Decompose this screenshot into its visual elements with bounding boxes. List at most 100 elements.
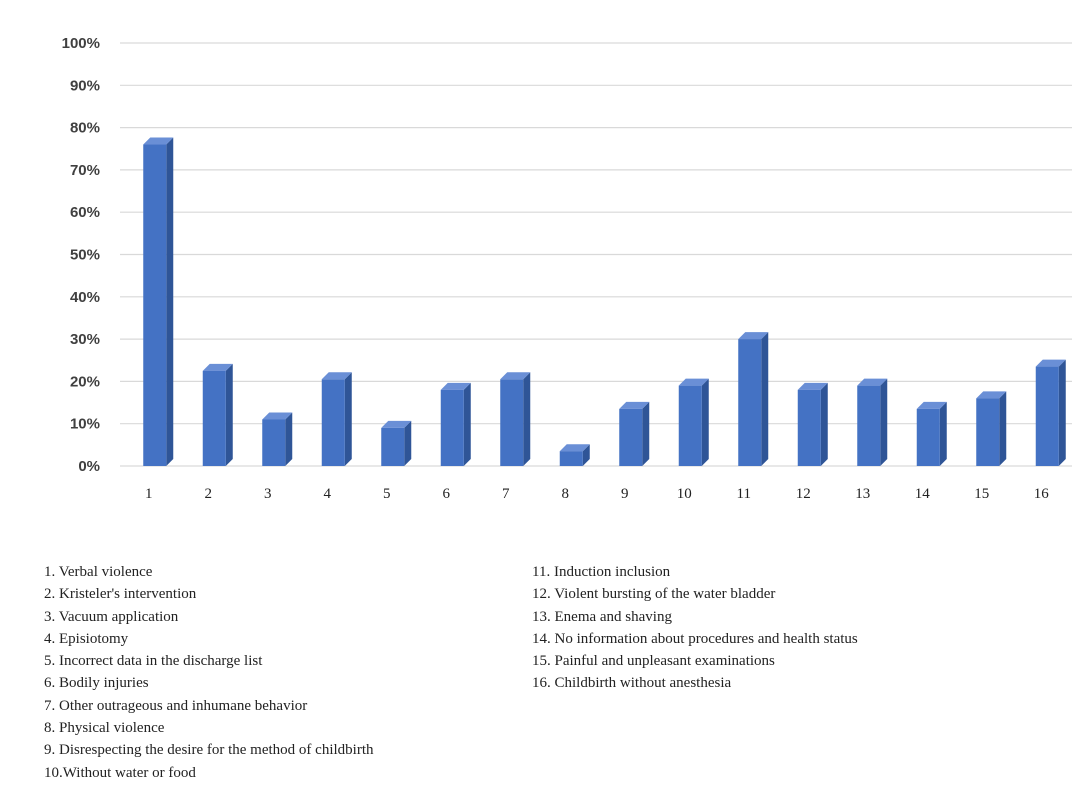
bar-top: [916, 401, 947, 409]
bar-top: [797, 382, 828, 390]
x-tick-label: 13: [855, 486, 870, 502]
bar-top: [381, 420, 412, 428]
bar-front: [559, 451, 583, 466]
y-tick-label: 40%: [70, 289, 100, 306]
bar-side: [404, 420, 412, 466]
x-axis-ticks: 1 2 3 4 5 6 7 8 9 10 11 12 13 14 15 16: [145, 486, 1049, 502]
bar-top: [1035, 359, 1066, 367]
bar-side: [225, 363, 233, 466]
legend-item: 1. Verbal violence: [44, 564, 153, 580]
bar-side: [820, 382, 828, 466]
bar-front: [738, 339, 762, 466]
bar-side: [1058, 359, 1066, 466]
legend-item: 7. Other outrageous and inhumane behavio…: [44, 697, 308, 714]
bar-top: [559, 444, 590, 452]
bar: [797, 382, 828, 466]
bar-front: [143, 144, 167, 466]
bar-top: [857, 378, 888, 386]
legend-item: 15. Painful and unpleasant examinations: [532, 653, 775, 670]
y-tick-label: 20%: [70, 373, 100, 390]
y-tick-label: 60%: [70, 204, 100, 221]
bar-top: [678, 378, 709, 386]
bar-side: [582, 444, 590, 466]
bar-front: [440, 389, 464, 466]
y-tick-label: 0%: [78, 458, 100, 475]
bars: [143, 137, 1066, 466]
bar-side: [761, 332, 769, 466]
bar-front: [1035, 366, 1059, 466]
x-tick-label: 15: [974, 486, 989, 502]
legend-item: 2. Kristeler's intervention: [44, 586, 197, 603]
bar-side: [344, 372, 352, 466]
bar-front: [619, 408, 643, 466]
bar: [202, 363, 233, 466]
x-tick-label: 1: [145, 486, 153, 502]
bar-top: [738, 332, 769, 340]
y-tick-label: 70%: [70, 162, 100, 179]
bar-top: [440, 382, 471, 390]
bar-front: [500, 379, 524, 466]
legend-item: 3. Vacuum application: [44, 608, 179, 625]
bar-side: [166, 137, 174, 466]
bar-front: [262, 419, 286, 466]
bar-front: [381, 427, 405, 466]
bar: [440, 382, 471, 466]
x-tick-label: 6: [443, 486, 451, 502]
bar-top: [321, 372, 352, 380]
y-tick-label: 90%: [70, 77, 100, 94]
x-tick-label: 9: [621, 486, 629, 502]
bar: [857, 378, 888, 466]
bar-front: [976, 398, 1000, 466]
bar-front: [678, 385, 702, 466]
x-tick-label: 12: [796, 486, 811, 502]
bar: [619, 401, 650, 466]
x-tick-label: 3: [264, 486, 272, 502]
bar-front: [321, 379, 345, 466]
bar: [143, 137, 174, 466]
bar-front: [797, 389, 821, 466]
bar: [916, 401, 947, 466]
x-tick-label: 4: [324, 486, 332, 502]
legend-item: 14. No information about procedures and …: [532, 630, 858, 647]
bar-top: [202, 363, 233, 371]
bar-front: [202, 370, 226, 466]
bar-side: [939, 401, 947, 466]
bar: [678, 378, 709, 466]
bar-side: [701, 378, 709, 466]
bar: [976, 391, 1007, 466]
bar: [262, 412, 293, 466]
bar-front: [916, 408, 940, 466]
bar-side: [880, 378, 888, 466]
legend-item: 6. Bodily injuries: [44, 675, 149, 692]
bar-top: [619, 401, 650, 409]
y-tick-label: 50%: [70, 247, 100, 264]
y-tick-label: 100%: [62, 35, 100, 52]
bar: [500, 372, 531, 466]
bar-side: [463, 382, 471, 466]
x-tick-label: 2: [205, 486, 213, 502]
bar-side: [285, 412, 293, 466]
legend-left-column: 1. Verbal violence 2. Kristeler's interve…: [44, 561, 374, 784]
legend-item: 9. Disrespecting the desire for the meth…: [44, 742, 374, 759]
legend-item: 16. Childbirth without anesthesia: [532, 675, 732, 692]
legend-right-column: 11. Induction inclusion 12. Violent burst…: [532, 561, 858, 695]
legend-item: 5. Incorrect data in the discharge list: [44, 653, 263, 670]
bar: [321, 372, 352, 466]
y-tick-label: 80%: [70, 120, 100, 137]
bar-top: [500, 372, 531, 380]
bar: [738, 332, 769, 466]
x-tick-label: 11: [737, 486, 751, 502]
legend-item: 8. Physical violence: [44, 720, 165, 737]
y-tick-label: 10%: [70, 416, 100, 433]
y-axis-ticks: 0% 10% 20% 30% 40% 50% 60% 70% 80% 90% 100%: [62, 35, 100, 475]
x-tick-label: 16: [1034, 486, 1050, 502]
legend-item: 11. Induction inclusion: [532, 564, 671, 580]
bar-side: [999, 391, 1007, 466]
x-tick-label: 7: [502, 486, 510, 502]
bar: [381, 420, 412, 466]
legend-item: 4. Episiotomy: [44, 630, 129, 647]
legend-item: 10.Without water or food: [44, 764, 196, 781]
bar: [1035, 359, 1066, 466]
x-tick-label: 10: [677, 486, 692, 502]
